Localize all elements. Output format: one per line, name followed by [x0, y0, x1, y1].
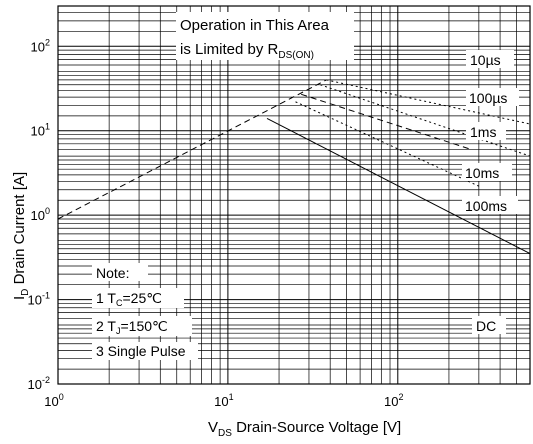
series-line-100-s	[320, 84, 531, 157]
limit-box	[176, 12, 354, 60]
label-10ms: 10ms	[465, 165, 499, 181]
note-line-3: 3 Single Pulse	[96, 343, 186, 359]
note2-subscript: J	[116, 326, 121, 336]
y-tick-label: 10-1	[28, 291, 50, 308]
y-tick-label: 10-2	[28, 375, 50, 392]
note-title-box	[92, 263, 148, 281]
label-box-10us	[466, 50, 514, 68]
x-tick-label: 100	[44, 392, 63, 409]
label-box-10ms	[462, 163, 512, 181]
note2-box	[92, 316, 192, 336]
label-box-dc	[472, 316, 506, 334]
label-100us: 100µs	[469, 90, 507, 106]
note1-subscript: C	[116, 298, 123, 308]
series-layer	[57, 79, 531, 255]
note1-box	[92, 288, 184, 308]
series-line-100ms	[266, 117, 531, 255]
x-axis-label: VDS Drain-Source Voltage [V]	[208, 419, 401, 439]
limit-text-subscript: DS(ON)	[278, 50, 314, 61]
x-tick-labels: 100 101 102	[44, 392, 403, 409]
y-tick-label: 100	[31, 206, 50, 223]
label-100ms: 100ms	[465, 198, 507, 214]
label-box-100ms	[462, 196, 518, 214]
label-10us: 10µs	[470, 52, 501, 68]
y-tick-label: 101	[31, 122, 50, 139]
note-title: Note:	[96, 265, 129, 281]
limit-text-line1: Operation in This Area	[180, 17, 330, 34]
label-1ms: 1ms	[470, 124, 496, 140]
plot-frame	[57, 5, 531, 385]
annotation-boxes	[92, 12, 519, 360]
x-tick-label: 102	[384, 392, 403, 409]
y-tick-labels: 10-2 10-1 100 101 102	[28, 37, 50, 392]
note-line-1: 1 TC=25℃	[96, 290, 162, 308]
limit-text-line2: is Limited by RDS(ON)	[180, 41, 314, 61]
series-line-10ms	[295, 101, 480, 187]
label-dc: DC	[476, 318, 496, 334]
x-tick-label: 101	[214, 392, 233, 409]
y-tick-label: 102	[31, 37, 50, 54]
series-line-r-ds-on-limit	[57, 79, 327, 220]
label-box-1ms	[466, 122, 506, 140]
note-line-2: 2 TJ=150℃	[96, 318, 168, 336]
label-box-100us	[466, 88, 519, 106]
note3-box	[92, 342, 198, 360]
y-axis-label: ID Drain Current [A]	[11, 172, 31, 300]
